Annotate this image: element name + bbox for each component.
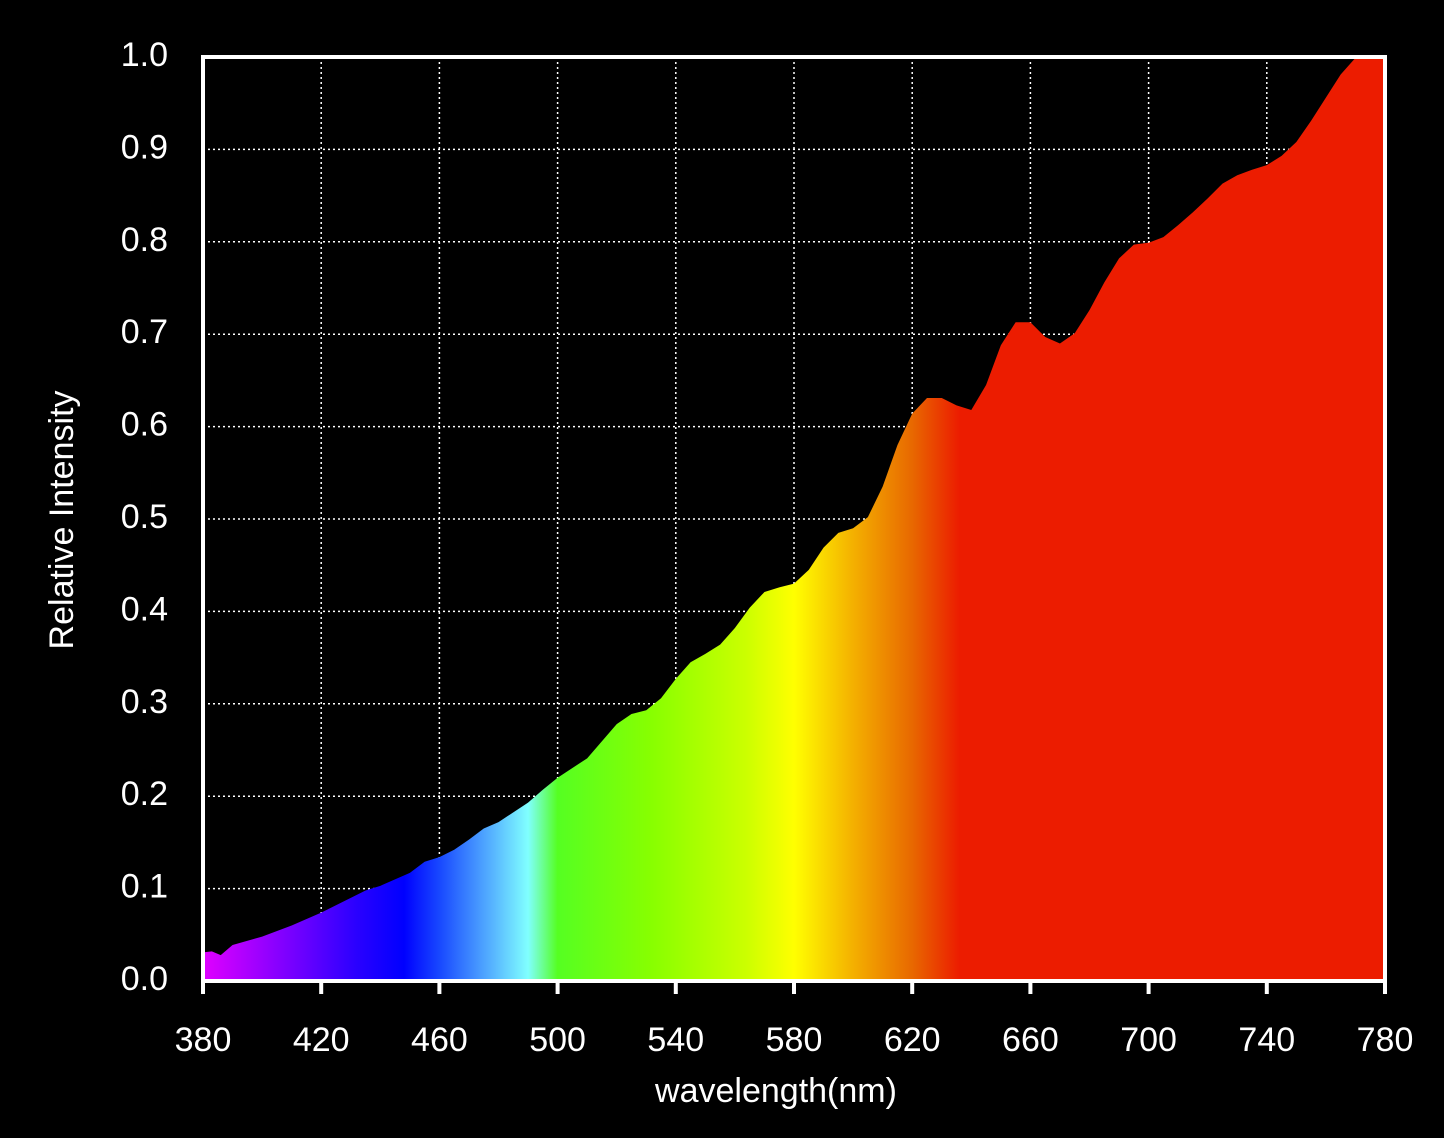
y-tick-label: 0.9 <box>121 128 168 166</box>
y-tick-label: 0.8 <box>121 221 168 259</box>
y-tick-label: 0.4 <box>121 590 168 628</box>
x-tick-label: 780 <box>1357 1021 1414 1059</box>
y-tick-label: 0.2 <box>121 775 168 813</box>
x-tick-label: 660 <box>1002 1021 1059 1059</box>
x-tick-label: 460 <box>411 1021 468 1059</box>
x-tick-label: 740 <box>1238 1021 1295 1059</box>
y-tick-label: 0.6 <box>121 406 168 444</box>
y-tick-label: 0.7 <box>121 313 168 351</box>
y-tick-label: 1.0 <box>121 36 168 74</box>
y-tick-label: 0.0 <box>121 960 168 998</box>
x-tick-label: 500 <box>529 1021 586 1059</box>
x-tick-label: 540 <box>647 1021 704 1059</box>
x-tick-label: 380 <box>175 1021 232 1059</box>
x-tick-label: 420 <box>293 1021 350 1059</box>
spectrum-area <box>203 57 1385 981</box>
y-axis-label: Relative Intensity <box>43 391 81 650</box>
y-tick-label: 0.5 <box>121 498 168 536</box>
y-tick-label: 0.1 <box>121 868 168 906</box>
x-tick-label: 620 <box>884 1021 941 1059</box>
y-tick-label: 0.3 <box>121 683 168 721</box>
x-axis-label: wavelength(nm) <box>654 1072 897 1110</box>
labels: 0.0 0.1 0.2 0.3 0.4 0.5 0.6 0.7 0.8 0.9 1.0 380 420 4… <box>121 36 1414 1059</box>
x-tick-label: 700 <box>1120 1021 1177 1059</box>
x-tick-label: 580 <box>766 1021 823 1059</box>
plot <box>203 57 1385 981</box>
